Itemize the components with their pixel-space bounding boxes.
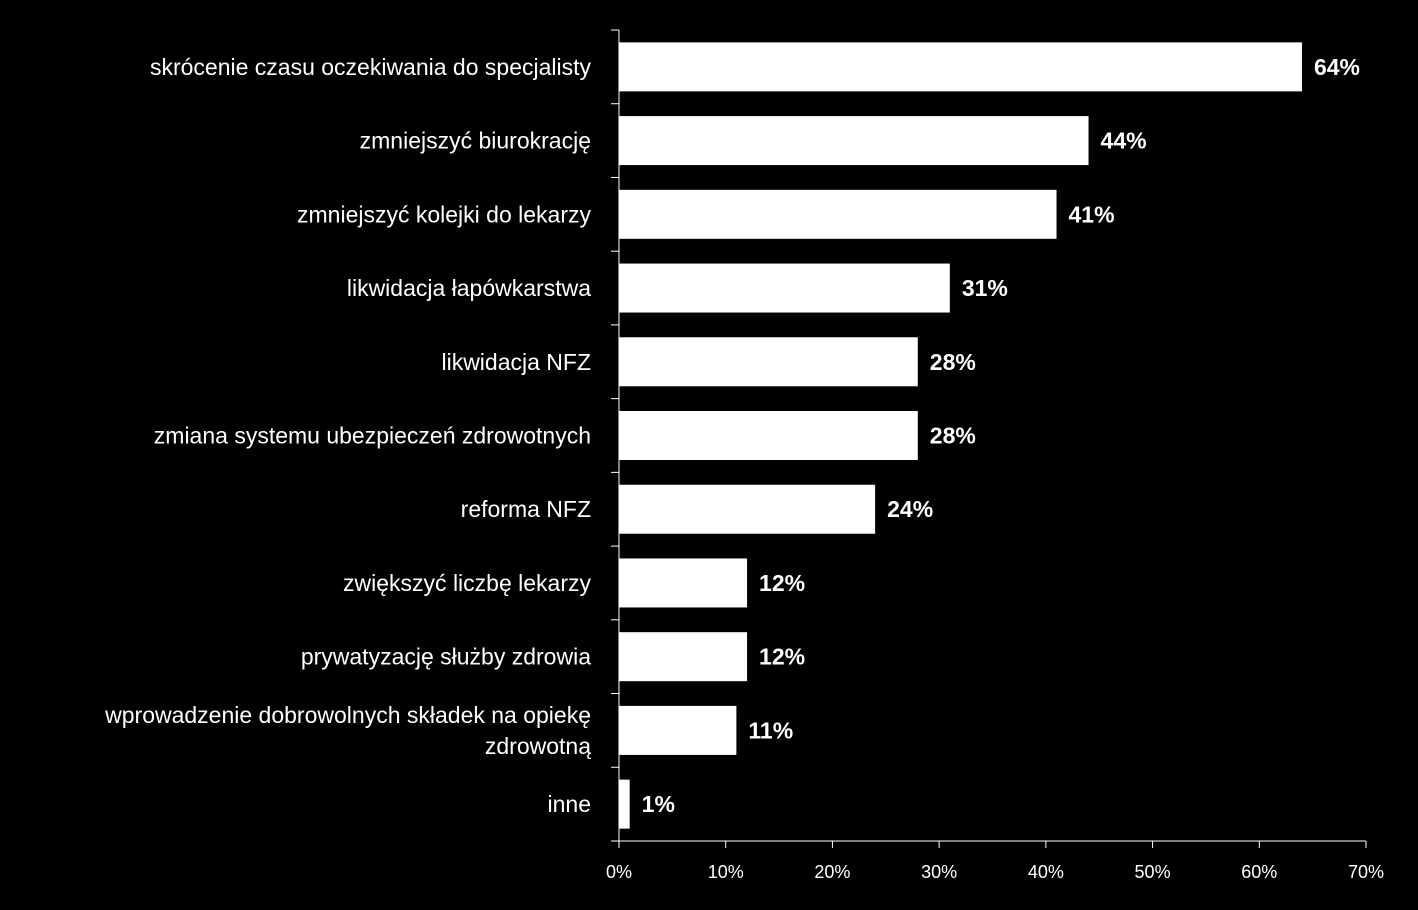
category-label: likwidacja NFZ xyxy=(441,349,591,375)
category-label: zmniejszyć kolejki do lekarzy xyxy=(297,201,591,227)
x-tick-label: 40% xyxy=(1028,862,1064,882)
data-label: 28% xyxy=(930,349,976,375)
bar xyxy=(619,263,950,313)
data-label: 28% xyxy=(930,423,976,449)
data-label: 12% xyxy=(759,644,805,670)
bar xyxy=(619,411,918,460)
bar xyxy=(619,42,1302,92)
bar xyxy=(619,558,748,608)
x-tick-label: 60% xyxy=(1241,862,1277,882)
data-label: 41% xyxy=(1069,201,1115,227)
category-label: inne xyxy=(548,791,591,817)
category-label: reforma NFZ xyxy=(461,496,591,522)
data-label: 1% xyxy=(642,791,675,817)
data-label: 64% xyxy=(1314,54,1360,80)
category-label: likwidacja łapówkarstwa xyxy=(347,275,591,301)
x-tick-label: 10% xyxy=(708,862,744,882)
category-label: prywatyzację służby zdrowia xyxy=(301,644,591,670)
category-label: skrócenie czasu oczekiwania do specjalis… xyxy=(150,54,592,80)
category-label: wprowadzenie dobrowolnych składek na opi… xyxy=(104,702,591,728)
data-label: 24% xyxy=(887,496,933,522)
data-label: 11% xyxy=(748,717,793,743)
x-tick-label: 50% xyxy=(1135,862,1171,882)
x-tick-label: 70% xyxy=(1348,862,1384,882)
data-label: 31% xyxy=(962,275,1008,301)
bar xyxy=(619,189,1057,239)
x-tick-label: 20% xyxy=(814,862,850,882)
bar xyxy=(619,779,630,829)
category-label: zmiana systemu ubezpieczeń zdrowotnych xyxy=(154,423,591,449)
bar xyxy=(619,632,748,682)
x-tick-label: 0% xyxy=(606,862,632,882)
category-label: zmniejszyć biurokrację xyxy=(360,128,591,154)
x-tick-label: 30% xyxy=(921,862,957,882)
category-label: zdrowotną xyxy=(485,733,591,759)
bar xyxy=(619,116,1089,166)
bar xyxy=(619,705,737,755)
category-label: zwiększyć liczbę lekarzy xyxy=(343,570,591,596)
bar xyxy=(619,337,918,387)
data-label: 44% xyxy=(1101,128,1147,154)
data-label: 12% xyxy=(759,570,805,596)
bar xyxy=(619,484,876,534)
